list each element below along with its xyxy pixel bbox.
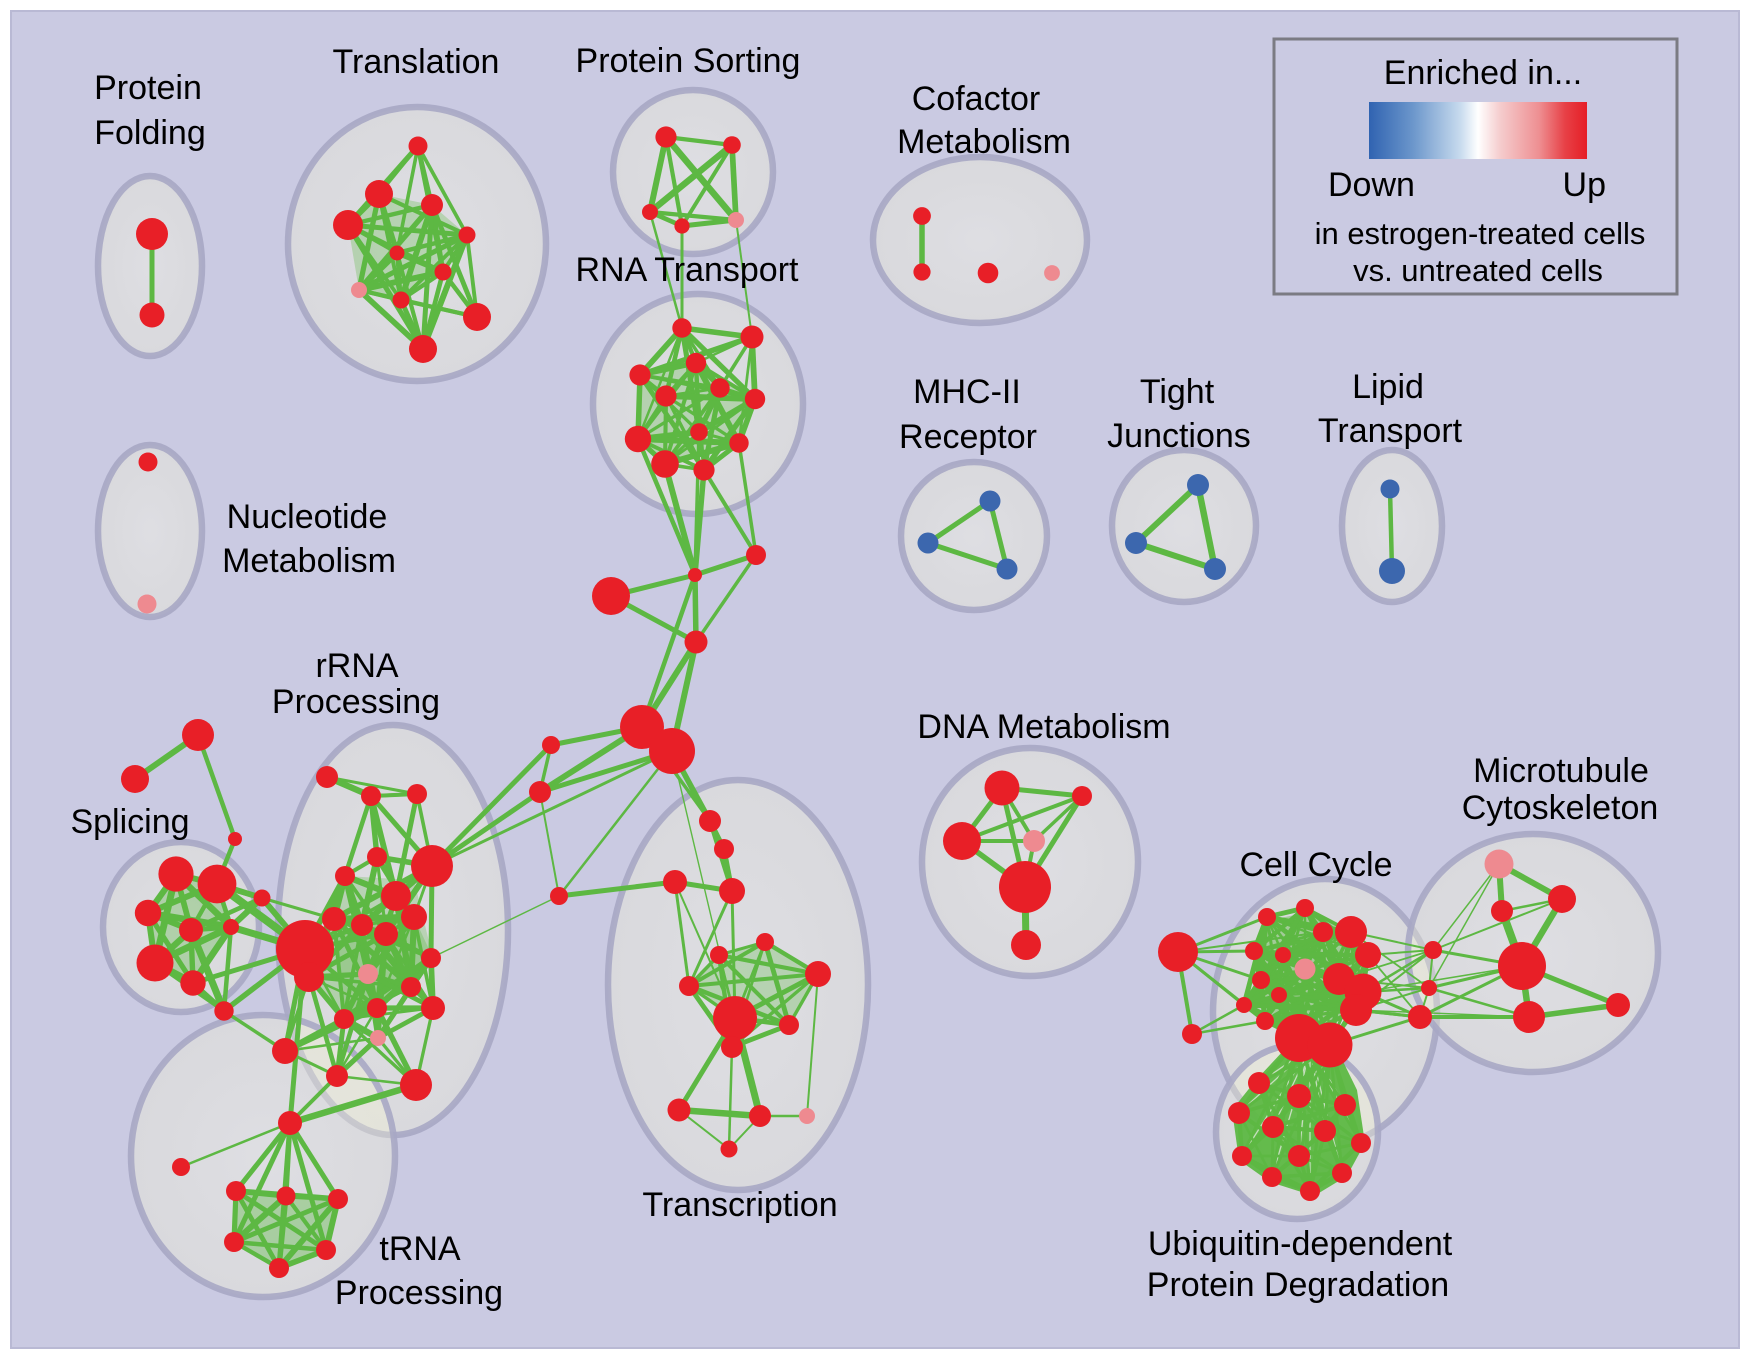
svg-text:Cytoskeleton: Cytoskeleton: [1462, 789, 1659, 827]
svg-text:Protein: Protein: [94, 69, 202, 107]
svg-text:Tight: Tight: [1140, 373, 1215, 411]
svg-text:Cell Cycle: Cell Cycle: [1239, 846, 1392, 884]
svg-text:Transcription: Transcription: [642, 1186, 837, 1224]
svg-text:Transport: Transport: [1318, 412, 1463, 450]
svg-text:Nucleotide: Nucleotide: [227, 498, 388, 536]
svg-text:Metabolism: Metabolism: [897, 123, 1071, 161]
svg-text:MHC-II: MHC-II: [913, 373, 1021, 411]
svg-text:Junctions: Junctions: [1107, 417, 1251, 455]
svg-text:in estrogen-treated cells: in estrogen-treated cells: [1315, 216, 1646, 251]
svg-text:Translation: Translation: [333, 43, 500, 81]
svg-text:Protein Sorting: Protein Sorting: [576, 42, 801, 80]
svg-text:RNA Transport: RNA Transport: [576, 251, 800, 289]
svg-text:Cofactor: Cofactor: [912, 80, 1041, 118]
svg-text:Enriched in...: Enriched in...: [1384, 54, 1582, 92]
svg-text:vs. untreated cells: vs. untreated cells: [1353, 253, 1603, 288]
svg-text:Protein Degradation: Protein Degradation: [1147, 1266, 1449, 1304]
svg-text:Down: Down: [1328, 166, 1415, 204]
svg-text:Receptor: Receptor: [899, 418, 1037, 456]
svg-text:DNA Metabolism: DNA Metabolism: [917, 708, 1170, 746]
svg-text:Folding: Folding: [94, 114, 206, 152]
svg-text:Processing: Processing: [335, 1274, 503, 1312]
svg-text:rRNA: rRNA: [315, 647, 398, 685]
svg-text:tRNA: tRNA: [379, 1230, 461, 1268]
svg-text:Microtubule: Microtubule: [1473, 752, 1649, 790]
svg-text:Splicing: Splicing: [70, 803, 189, 841]
svg-text:Processing: Processing: [272, 683, 440, 721]
svg-text:Ubiquitin-dependent: Ubiquitin-dependent: [1148, 1225, 1453, 1263]
svg-text:Lipid: Lipid: [1352, 368, 1424, 406]
svg-text:Metabolism: Metabolism: [222, 542, 396, 580]
svg-text:Up: Up: [1563, 166, 1606, 204]
